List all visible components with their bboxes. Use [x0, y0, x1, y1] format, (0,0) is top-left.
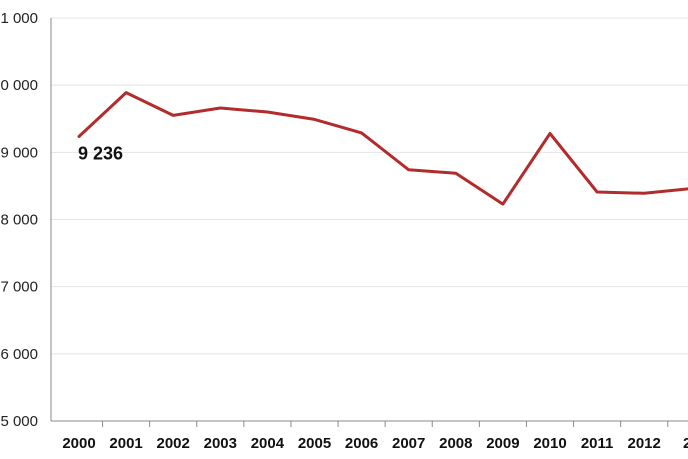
- grid-lines: [51, 17, 688, 355]
- x-tick-label: 20: [683, 435, 688, 452]
- y-tick-label: 8 000: [0, 212, 38, 229]
- x-tick-label: 2004: [251, 435, 285, 452]
- y-tick-label: 6 000: [0, 346, 38, 363]
- y-tick-label: 9 000: [0, 144, 38, 161]
- x-tick-label: 2006: [345, 435, 378, 452]
- x-tick-label: 2003: [204, 435, 237, 452]
- x-tick-label: 2001: [109, 435, 142, 452]
- x-axis-ticks: 2000 2001 2002 2003 2004 2005 2006 2007 2008 2009…: [62, 435, 688, 452]
- y-tick-label: 7 000: [0, 279, 38, 296]
- data-label: 9 236: [78, 143, 123, 163]
- y-tick-label: 5 000: [0, 413, 38, 430]
- x-tick-label: 2012: [628, 435, 661, 452]
- series-group: [77, 91, 688, 206]
- x-tick-label: 2002: [157, 435, 190, 452]
- y-axis-ticks: 1 000 0 000 9 000 8 000 7 000 6 000 5 000: [0, 10, 38, 430]
- x-tick-label: 2000: [62, 435, 95, 452]
- y-tick-label: 0 000: [0, 77, 38, 94]
- series-line: [77, 91, 688, 206]
- x-tick-label: 2008: [439, 435, 472, 452]
- axes: [50, 18, 688, 427]
- data-labels: 9 2368: [78, 143, 123, 163]
- x-tick-label: 2010: [533, 435, 566, 452]
- x-tick-label: 2005: [298, 435, 331, 452]
- x-tick-label: 2009: [486, 435, 519, 452]
- x-tick-label: 2007: [392, 435, 425, 452]
- y-tick-label: 1 000: [0, 10, 38, 27]
- x-tick-label: 2011: [581, 435, 614, 452]
